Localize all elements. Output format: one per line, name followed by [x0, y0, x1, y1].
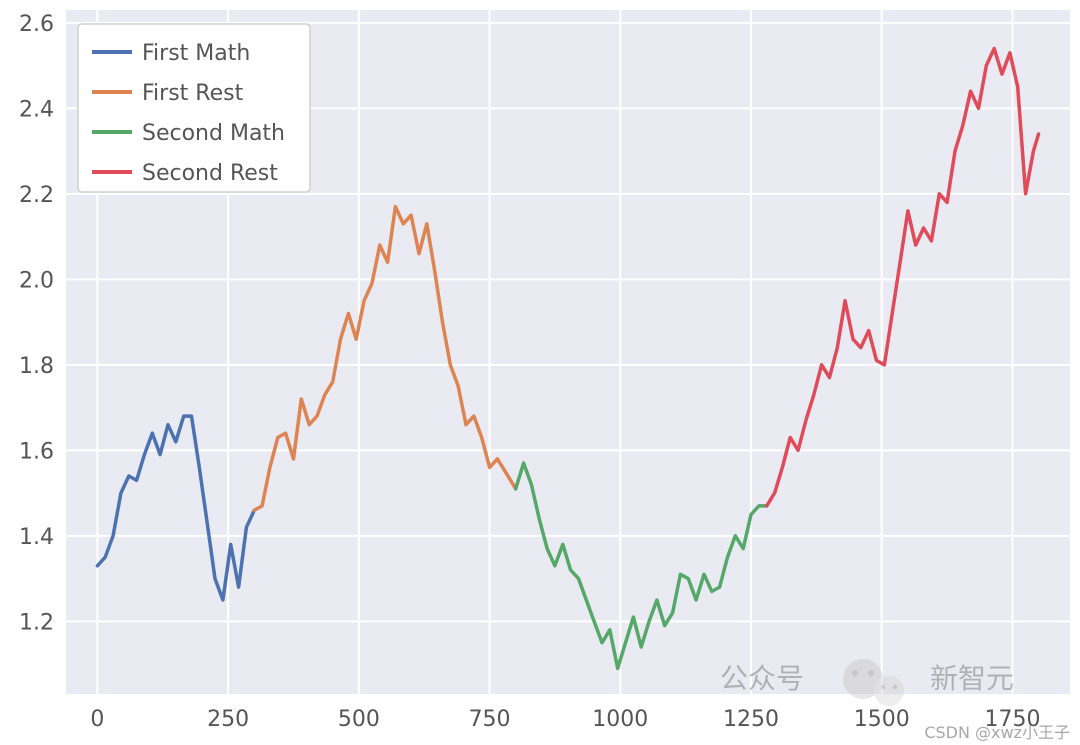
ytick-label: 1.6: [19, 439, 54, 464]
xtick-label: 1000: [592, 707, 648, 732]
xtick-label: 250: [207, 707, 249, 732]
xtick-label: 500: [338, 707, 380, 732]
xtick-label: 1750: [984, 707, 1040, 732]
legend-label: First Math: [142, 41, 250, 66]
legend-label: Second Math: [142, 121, 285, 146]
legend-label: Second Rest: [142, 161, 278, 186]
xtick-label: 0: [90, 707, 104, 732]
ytick-label: 1.2: [19, 610, 54, 635]
xtick-label: 750: [469, 707, 511, 732]
ytick-label: 1.4: [19, 525, 54, 550]
xtick-label: 1500: [854, 707, 910, 732]
ytick-label: 2.4: [19, 97, 54, 122]
line-chart: 1.2 1.4 1.6 1.8 2.0 2.2 2.4 2.6 0 250 500 750 1000 12…: [0, 0, 1080, 745]
xtick-label: 1250: [723, 707, 779, 732]
legend-label: First Rest: [142, 81, 244, 106]
ytick-label: 2.0: [19, 268, 54, 293]
ytick-label: 1.8: [19, 354, 54, 379]
ytick-label: 2.2: [19, 183, 54, 208]
chart-svg: 1.2 1.4 1.6 1.8 2.0 2.2 2.4 2.6 0 250 500 750 1000 12…: [0, 0, 1080, 745]
ytick-label: 2.6: [19, 12, 54, 37]
